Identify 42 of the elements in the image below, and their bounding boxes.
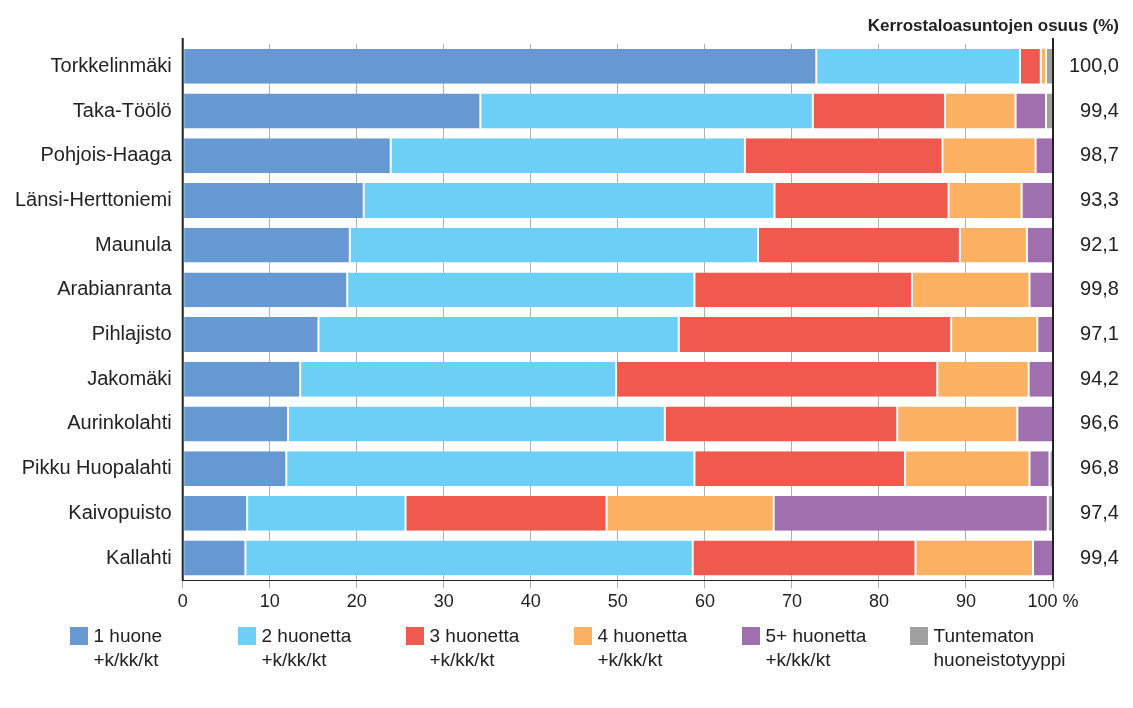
- y-tick-label: Jakomäki: [87, 366, 172, 389]
- y-tick-label: Torkkelinmäki: [50, 53, 172, 76]
- x-tick-label: 30: [433, 591, 454, 612]
- text: 99,4: [1080, 98, 1119, 121]
- text: 99,4: [1080, 545, 1119, 568]
- y-tick-label: Pikku Huopalahti: [21, 456, 172, 479]
- y-tick-label: Taka-Töölö: [72, 98, 172, 121]
- text: 99,8: [1080, 277, 1119, 300]
- text: 98,7: [1080, 143, 1119, 166]
- legend-label: Tuntematon huoneistotyyppi: [933, 624, 1066, 672]
- chart-title: Kerrostaloasuntojen osuus (%): [867, 15, 1119, 35]
- legend-label: 3 huonetta +k/kk/kt: [429, 624, 521, 672]
- text: 96,6: [1080, 411, 1119, 434]
- y-tick-label: Länsi-Herttoniemi: [14, 187, 172, 210]
- text: 97,4: [1080, 500, 1119, 523]
- x-tick-label: 50: [607, 591, 628, 612]
- x-tick-label: 20: [346, 591, 367, 612]
- x-tick-label: 70: [781, 591, 802, 612]
- x-tick-label: 0: [177, 591, 188, 612]
- x-tick-label: 40: [520, 591, 541, 612]
- x-tick-label: 60: [694, 591, 715, 612]
- legend-label: 1 huone +k/kk/kt: [93, 624, 164, 672]
- x-tick-label: 100 %: [1027, 591, 1079, 612]
- legend-label: 4 huonetta +k/kk/kt: [597, 624, 689, 672]
- x-tick-label: 80: [868, 591, 889, 612]
- text: 93,3: [1080, 187, 1119, 210]
- y-tick-label: Arabianranta: [57, 277, 173, 300]
- y-tick-label: Pihlajisto: [91, 322, 172, 345]
- y-tick-label: Kaivopuisto: [68, 500, 172, 523]
- y-tick-label: Pohjois-Haaga: [40, 143, 173, 166]
- text: 92,1: [1080, 232, 1119, 255]
- text: 100,0: [1068, 53, 1119, 76]
- x-tick-label: 10: [259, 591, 280, 612]
- y-tick-label: Kallahti: [106, 545, 172, 568]
- text: 94,2: [1080, 366, 1119, 389]
- text: 97,1: [1080, 322, 1119, 345]
- legend-label: 2 huonetta +k/kk/kt: [261, 624, 353, 672]
- y-tick-label: Aurinkolahti: [67, 411, 172, 434]
- text: 96,8: [1080, 456, 1119, 479]
- legend-label: 5+ huonetta +k/kk/kt: [765, 624, 868, 672]
- x-tick-label: 90: [955, 591, 976, 612]
- y-tick-label: Maunula: [95, 232, 173, 255]
